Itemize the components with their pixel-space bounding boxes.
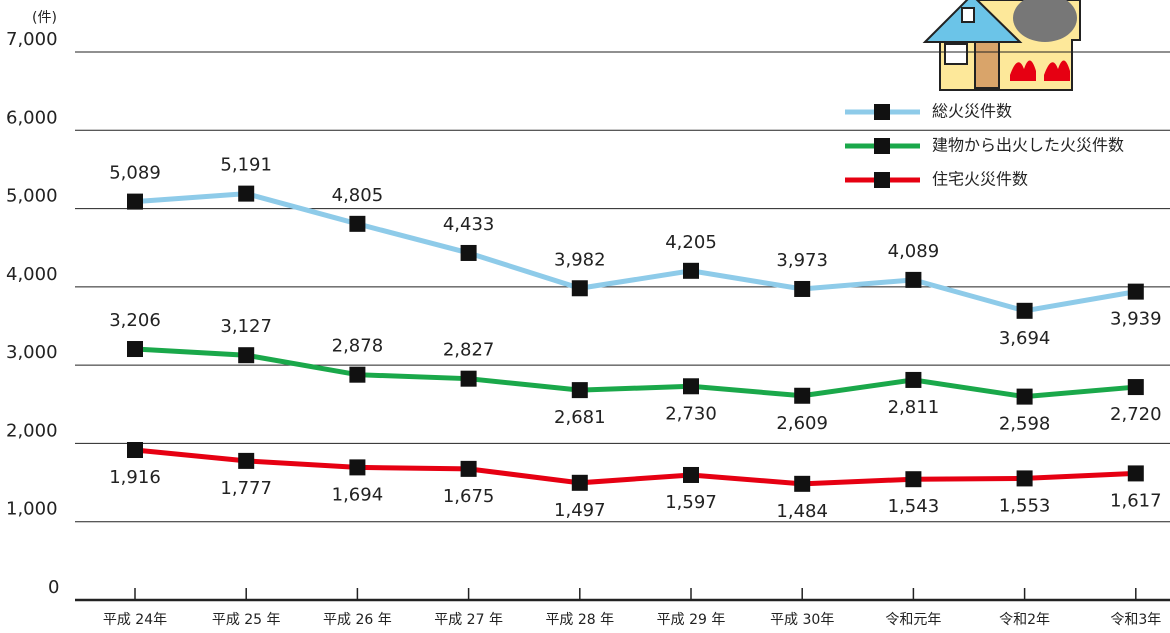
- data-label: 1,543: [888, 496, 940, 517]
- marker: [794, 281, 810, 297]
- data-label: 1,777: [220, 478, 272, 499]
- series-line: [135, 349, 1136, 397]
- data-label: 3,982: [554, 249, 606, 270]
- y-tick-label: 2,000: [6, 420, 58, 441]
- data-label: 2,878: [332, 336, 384, 357]
- x-tick-label: 平成 24年: [103, 612, 167, 628]
- marker: [461, 371, 477, 387]
- marker: [349, 459, 365, 475]
- data-label: 1,675: [443, 486, 495, 507]
- marker: [238, 347, 254, 363]
- marker: [1017, 389, 1033, 405]
- marker: [683, 467, 699, 483]
- y-tick-label: 7,000: [6, 29, 58, 50]
- y-tick-label: 3,000: [6, 342, 58, 363]
- unit-label: (件): [32, 10, 57, 26]
- marker: [349, 367, 365, 383]
- legend-marker: [874, 172, 890, 188]
- data-label: 3,127: [220, 316, 272, 337]
- marker: [683, 378, 699, 394]
- marker: [127, 194, 143, 210]
- legend-marker: [874, 104, 890, 120]
- data-label: 4,205: [665, 232, 717, 253]
- marker: [905, 272, 921, 288]
- data-label: 1,484: [776, 501, 828, 522]
- data-label: 1,497: [554, 500, 606, 521]
- data-label: 1,617: [1110, 490, 1162, 511]
- data-label: 1,694: [332, 484, 384, 505]
- data-label: 3,973: [776, 250, 828, 271]
- marker: [1128, 284, 1144, 300]
- data-label: 2,609: [776, 413, 828, 434]
- data-label: 2,811: [888, 397, 940, 418]
- marker: [1017, 470, 1033, 486]
- data-label: 1,597: [665, 492, 717, 513]
- marker: [794, 476, 810, 492]
- marker: [127, 341, 143, 357]
- marker: [349, 216, 365, 232]
- marker: [905, 372, 921, 388]
- chart: (件) 0 1,000 2,000 3,000 4,000 5,000 6,000 7,000…: [0, 0, 1170, 633]
- data-label: 4,805: [332, 185, 384, 206]
- data-label: 4,089: [888, 241, 940, 262]
- marker: [1017, 303, 1033, 319]
- marker: [683, 263, 699, 279]
- legend-marker: [874, 138, 890, 154]
- marker: [461, 461, 477, 477]
- x-tick-label: 令和2年: [999, 612, 1050, 628]
- x-tick-label: 令和元年: [885, 612, 941, 628]
- data-label: 5,191: [220, 155, 272, 176]
- data-label: 3,206: [109, 310, 161, 331]
- data-label: 3,939: [1110, 309, 1162, 330]
- y-tick-label: 5,000: [6, 186, 58, 207]
- data-label: 5,089: [109, 163, 161, 184]
- house-icon: [925, 0, 1080, 90]
- marker: [572, 475, 588, 491]
- y-tick-label: 1,000: [6, 499, 58, 520]
- marker: [1128, 465, 1144, 481]
- marker: [1128, 379, 1144, 395]
- x-tick-label: 平成 26 年: [323, 612, 392, 628]
- data-label: 3,694: [999, 328, 1051, 349]
- series-line: [135, 450, 1136, 484]
- x-tick-label: 平成 30年: [770, 612, 834, 628]
- legend-label: 総火災件数: [932, 102, 1012, 121]
- marker: [572, 382, 588, 398]
- data-label: 2,681: [554, 407, 606, 428]
- marker: [794, 388, 810, 404]
- marker: [127, 442, 143, 458]
- data-label: 4,433: [443, 214, 495, 235]
- marker: [238, 453, 254, 469]
- data-label: 2,730: [665, 403, 717, 424]
- data-label: 2,598: [999, 414, 1051, 435]
- legend-label: 建物から出火した火災件数: [932, 136, 1124, 155]
- data-label: 1,916: [109, 467, 161, 488]
- x-tick-label: 令和3年: [1110, 612, 1161, 628]
- y-tick-label: 4,000: [6, 264, 58, 285]
- series-line: [135, 194, 1136, 311]
- x-tick-label: 平成 27 年: [434, 612, 503, 628]
- marker: [238, 186, 254, 202]
- x-tick-label: 平成 28 年: [545, 612, 614, 628]
- data-label: 2,827: [443, 340, 495, 361]
- marker: [572, 280, 588, 296]
- marker: [461, 245, 477, 261]
- x-tick-label: 平成 25 年: [212, 612, 281, 628]
- x-tick-label: 平成 29 年: [657, 612, 726, 628]
- marker: [905, 471, 921, 487]
- data-label: 1,553: [999, 495, 1051, 516]
- legend-label: 住宅火災件数: [932, 170, 1028, 189]
- y-tick-label: 0: [48, 577, 59, 598]
- y-tick-label: 6,000: [6, 107, 58, 128]
- data-label: 2,720: [1110, 404, 1162, 425]
